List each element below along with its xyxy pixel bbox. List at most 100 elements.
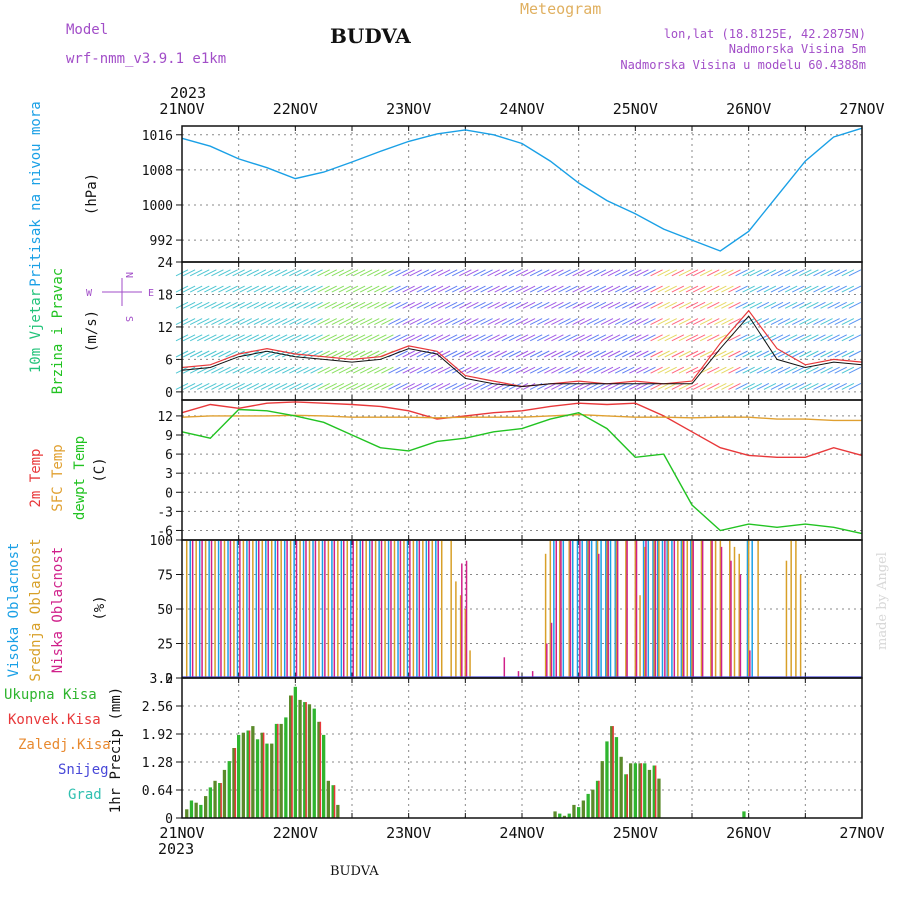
- conv-precip-bar: [598, 780, 600, 818]
- total-precip-bar: [591, 789, 595, 818]
- wind-arrow: [211, 301, 224, 309]
- total-precip-bar: [614, 737, 619, 818]
- wind-arrow: [678, 383, 692, 390]
- total-precip-bar: [336, 804, 340, 818]
- wind-arrow: [452, 301, 465, 309]
- wind-arrow: [699, 350, 713, 358]
- total-precip-bar: [189, 800, 194, 818]
- y-tick-label: 1016: [142, 129, 173, 144]
- wind-arrow: [664, 301, 677, 309]
- wind-arrow: [678, 366, 692, 374]
- wind-arrow: [494, 269, 507, 277]
- wind-arrow: [565, 285, 578, 293]
- wind-arrow: [374, 366, 387, 374]
- total-precip-bar: [312, 708, 316, 818]
- y-tick-label: 992: [150, 234, 173, 249]
- wind-arrow: [600, 383, 614, 390]
- wind-arrow: [565, 318, 578, 325]
- total-precip-bar: [279, 723, 283, 818]
- wind-arrow: [466, 383, 479, 390]
- wind-arrow: [699, 301, 713, 309]
- wind-arrow: [707, 334, 720, 342]
- wind-arrow: [699, 334, 713, 342]
- x-tick-label-top: 26NOV: [726, 100, 771, 118]
- precip-legend-item: Snijeg: [58, 762, 109, 778]
- wind-arrow: [352, 318, 366, 325]
- wind-arrow: [650, 334, 663, 342]
- wind-arrow: [714, 285, 727, 293]
- wind-arrow: [331, 334, 345, 342]
- wind-arrow: [770, 269, 784, 277]
- wind-arrow: [558, 366, 571, 374]
- wind-arrow: [813, 383, 826, 390]
- wind-arrow: [395, 350, 408, 358]
- wind-arrow: [480, 318, 493, 325]
- wind-arrow: [657, 366, 670, 374]
- wind-arrow: [324, 285, 337, 293]
- wind-arrow: [352, 350, 366, 358]
- wind-arrow: [189, 318, 203, 325]
- wind-arrow: [586, 350, 600, 358]
- conv-precip-bar: [220, 783, 222, 818]
- wind-arrow: [841, 366, 855, 374]
- wind-arrow: [246, 366, 260, 374]
- wind-arrow: [565, 366, 578, 374]
- wind-arrow: [324, 366, 337, 374]
- wind-arrow: [218, 285, 231, 293]
- total-precip-bar: [558, 813, 562, 818]
- panel-border: [181, 399, 863, 541]
- wind-arrow: [367, 318, 380, 325]
- wind-arrow: [331, 269, 345, 277]
- low-cloud-ylabel: Niska Oblacnost: [50, 547, 66, 673]
- wind-arrow: [444, 383, 458, 390]
- wind-arrow: [218, 318, 231, 325]
- wind-arrow: [678, 350, 692, 358]
- wind-arrow: [225, 269, 238, 277]
- wind-arrow: [317, 334, 330, 342]
- wind-arrow: [367, 285, 380, 293]
- wind-arrow: [537, 285, 550, 293]
- wind-arrow: [806, 318, 819, 325]
- total-precip-bar: [237, 734, 241, 818]
- wind-arrow: [246, 334, 260, 342]
- wind-arrow: [423, 318, 437, 325]
- wind-arrow: [749, 318, 762, 325]
- x-tick-label-bottom: 23NOV: [386, 824, 431, 842]
- wind-arrow: [834, 301, 847, 309]
- wind-arrow: [182, 334, 196, 342]
- wind-arrow: [444, 285, 458, 293]
- wind-arrow: [480, 350, 493, 358]
- wind-arrow: [367, 383, 380, 390]
- wind-arrow: [607, 318, 621, 325]
- wind-arrow: [331, 366, 345, 374]
- wind-arrow: [296, 285, 309, 293]
- wind-arrow: [551, 334, 564, 342]
- wind-arrow: [197, 269, 210, 277]
- wind-arrow: [197, 383, 210, 390]
- wind-arrow: [721, 269, 734, 277]
- wind-arrow: [551, 301, 564, 309]
- x-tick-label-top: 23NOV: [386, 100, 431, 118]
- y-tick-label: 6: [165, 353, 173, 368]
- wind-arrow: [799, 350, 812, 358]
- wind-arrow: [267, 366, 281, 374]
- wind-arrow: [260, 301, 274, 309]
- wind-arrow: [409, 383, 422, 390]
- wind-arrow: [338, 366, 352, 374]
- wind-arrow: [437, 301, 451, 309]
- model-elevation-label: Nadmorska Visina u modelu 60.4388m: [620, 58, 866, 72]
- wind-arrow: [296, 366, 309, 374]
- wind-arrow: [211, 383, 224, 390]
- total-precip-bar: [255, 739, 260, 819]
- wind-arrow: [204, 366, 217, 374]
- total-precip-bar: [652, 765, 656, 818]
- wind-arrow: [834, 350, 847, 358]
- x-tick-label-bottom: 22NOV: [273, 824, 318, 842]
- conv-precip-bar: [654, 765, 657, 818]
- wind-arrow: [678, 285, 692, 293]
- wind-arrow: [529, 366, 543, 374]
- conv-precip-bar: [626, 774, 628, 819]
- wind-arrow: [827, 301, 840, 309]
- wind-arrow: [579, 383, 592, 390]
- wind-arrow: [494, 350, 507, 358]
